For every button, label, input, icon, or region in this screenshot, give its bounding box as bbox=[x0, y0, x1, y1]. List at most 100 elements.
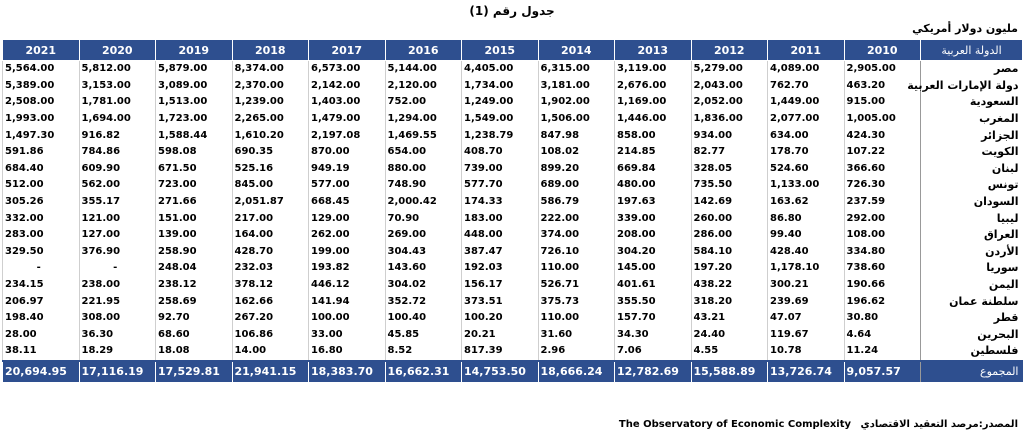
value-cell: 141.94 bbox=[308, 293, 385, 310]
value-cell: 332.00 bbox=[2, 210, 79, 227]
value-cell: 197.20 bbox=[690, 260, 768, 277]
value-cell: 221.95 bbox=[78, 293, 156, 310]
value-cell: 334.80 bbox=[843, 243, 921, 261]
country-cell: المغرب bbox=[920, 110, 1023, 128]
total-value-cell: 17,529.81 bbox=[155, 359, 232, 382]
table-row: الكويت 107.22 178.70 82.77 214.85 108.02 408.7… bbox=[2, 143, 1023, 161]
value-cell: 5,812.00 bbox=[78, 60, 156, 78]
table-title: جدول رقم (1) bbox=[469, 4, 555, 18]
country-cell: قطر bbox=[920, 309, 1023, 327]
value-cell: 206.97 bbox=[2, 293, 79, 310]
value-cell: 193.82 bbox=[308, 260, 385, 277]
country-cell: البحرين bbox=[920, 326, 1023, 344]
value-cell: 199.00 bbox=[308, 243, 385, 261]
value-cell: 870.00 bbox=[308, 143, 385, 161]
value-cell: 110.00 bbox=[537, 309, 615, 327]
value-cell: 43.21 bbox=[690, 309, 768, 327]
value-cell: 3,089.00 bbox=[155, 77, 232, 95]
country-cell: دولة الإمارات العربية bbox=[907, 77, 1023, 95]
country-cell: فلسطين bbox=[920, 343, 1023, 361]
value-cell: 5,879.00 bbox=[155, 60, 232, 78]
value-cell: 723.00 bbox=[155, 177, 232, 194]
table-row: دولة الإمارات العربية 463.20 762.70 2,043.0… bbox=[2, 77, 1023, 95]
value-cell: 269.00 bbox=[384, 226, 462, 244]
value-cell: 446.12 bbox=[308, 276, 385, 294]
value-cell: 4.55 bbox=[690, 343, 768, 361]
value-cell: 7.06 bbox=[614, 343, 691, 361]
value-cell: 47.07 bbox=[767, 309, 844, 327]
unit-label: مليون دولار أمريكي bbox=[912, 22, 1018, 35]
country-cell: مصر bbox=[920, 60, 1023, 78]
value-cell: 1,178.10 bbox=[767, 260, 844, 277]
value-cell: 752.00 bbox=[384, 94, 462, 111]
value-cell: 512.00 bbox=[2, 177, 79, 194]
year-column-header: 2015 bbox=[461, 39, 539, 61]
value-cell: 1,497.30 bbox=[2, 127, 79, 144]
value-cell: 192.03 bbox=[461, 260, 538, 277]
value-cell: 108.02 bbox=[537, 143, 615, 161]
value-cell: 1,469.55 bbox=[384, 127, 462, 144]
value-cell: 30.80 bbox=[843, 309, 921, 327]
value-cell: 915.00 bbox=[843, 94, 921, 111]
source-note: المصدر:مرصد التعقيد الاقتصادي The Observ… bbox=[619, 419, 1018, 430]
value-cell: 690.35 bbox=[231, 143, 309, 161]
country-cell: الأردن bbox=[920, 243, 1023, 261]
year-column-header: 2014 bbox=[537, 39, 615, 61]
value-cell: 726.10 bbox=[537, 243, 615, 261]
value-cell: 217.00 bbox=[231, 210, 309, 227]
value-cell: 817.39 bbox=[461, 343, 538, 361]
value-cell: 127.00 bbox=[78, 226, 156, 244]
year-column-header: 2011 bbox=[767, 39, 845, 61]
value-cell: 10.78 bbox=[767, 343, 844, 361]
source-name: The Observatory of Economic Complexity bbox=[618, 419, 852, 430]
value-cell: 355.50 bbox=[614, 293, 691, 310]
value-cell: 5,389.00 bbox=[2, 77, 79, 95]
value-cell: 304.02 bbox=[384, 276, 462, 294]
value-cell: 121.00 bbox=[78, 210, 156, 227]
total-value-cell: 18,666.24 bbox=[537, 359, 615, 382]
value-cell: 156.17 bbox=[461, 276, 538, 294]
value-cell: 2,197.08 bbox=[308, 127, 385, 144]
year-column-header: 2019 bbox=[155, 39, 233, 61]
value-cell: 68.60 bbox=[155, 326, 232, 344]
year-column-header: 2018 bbox=[231, 39, 309, 61]
value-cell: 1,734.00 bbox=[461, 77, 538, 95]
value-cell: 258.69 bbox=[155, 293, 232, 310]
value-cell: 428.40 bbox=[767, 243, 844, 261]
value-cell: - bbox=[2, 260, 79, 277]
value-cell: 378.12 bbox=[231, 276, 309, 294]
value-cell: 387.47 bbox=[461, 243, 538, 261]
country-cell: السودان bbox=[920, 193, 1023, 211]
year-column-header: 2021 bbox=[2, 39, 80, 61]
value-cell: 408.70 bbox=[461, 143, 538, 161]
value-cell: 1,902.00 bbox=[537, 94, 615, 111]
value-cell: 196.62 bbox=[843, 293, 921, 310]
value-cell: 1,506.00 bbox=[537, 110, 615, 128]
value-cell: 267.20 bbox=[231, 309, 309, 327]
value-cell: 591.86 bbox=[2, 143, 79, 161]
value-cell: 2,508.00 bbox=[2, 94, 79, 111]
value-cell: 183.00 bbox=[461, 210, 538, 227]
table-row: البحرين 4.64 119.67 24.40 34.30 31.60 20.21 45.… bbox=[2, 326, 1023, 344]
year-column-header: 2012 bbox=[690, 39, 768, 61]
value-cell: 671.50 bbox=[155, 160, 232, 178]
value-cell: 6,315.00 bbox=[537, 60, 615, 78]
table-row: مصر 2,905.00 4,089.00 5,279.00 3,119.00 6,315… bbox=[2, 60, 1023, 78]
value-cell: 739.00 bbox=[461, 160, 538, 178]
country-cell: ليبيا bbox=[920, 210, 1023, 227]
value-cell: 2,120.00 bbox=[384, 77, 462, 95]
value-cell: 129.00 bbox=[308, 210, 385, 227]
total-value-cell: 13,726.74 bbox=[767, 359, 844, 382]
value-cell: 738.60 bbox=[843, 260, 921, 277]
value-cell: 20.21 bbox=[461, 326, 538, 344]
value-cell: 1,781.00 bbox=[78, 94, 156, 111]
value-cell: 100.00 bbox=[308, 309, 385, 327]
value-cell: 401.61 bbox=[614, 276, 691, 294]
source-label: المصدر:مرصد التعقيد الاقتصادي bbox=[860, 419, 1018, 430]
value-cell: 748.90 bbox=[384, 177, 462, 194]
value-cell: 162.66 bbox=[231, 293, 309, 310]
value-cell: 373.51 bbox=[461, 293, 538, 310]
value-cell: 366.60 bbox=[843, 160, 921, 178]
value-cell: 222.00 bbox=[537, 210, 615, 227]
value-cell: 262.00 bbox=[308, 226, 385, 244]
